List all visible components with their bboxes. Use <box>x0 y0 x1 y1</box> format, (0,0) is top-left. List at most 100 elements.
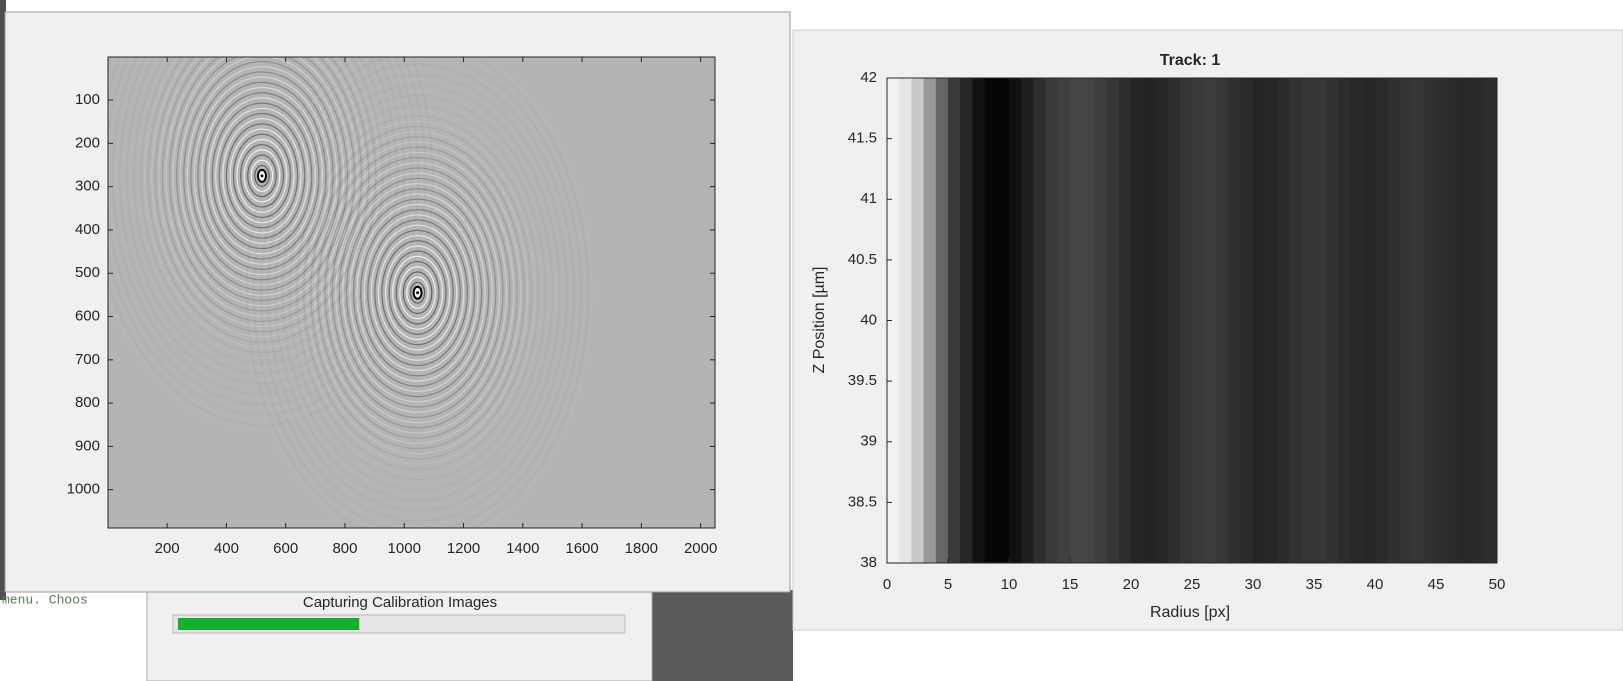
y-tick-label: 39 <box>860 433 877 450</box>
plot-title: Track: 1 <box>1160 52 1221 69</box>
ring <box>158 57 366 328</box>
ring <box>176 57 348 302</box>
ring <box>324 157 511 429</box>
ring <box>250 159 274 193</box>
x-tick-label: 1400 <box>506 540 539 557</box>
ring <box>285 99 550 486</box>
ring <box>338 177 497 408</box>
profile-column <box>1362 78 1376 563</box>
profile-column <box>984 78 998 563</box>
profile-column <box>1472 78 1486 563</box>
ring <box>242 57 593 528</box>
profile-column <box>1265 78 1278 563</box>
ring <box>133 57 391 364</box>
ring <box>126 57 398 374</box>
ring <box>260 63 575 522</box>
ring <box>288 105 547 481</box>
profile-column <box>1094 78 1108 563</box>
profile-column <box>1277 78 1291 563</box>
ring <box>200 86 324 265</box>
y-tick-label: 39.5 <box>848 372 877 389</box>
profile-column <box>1204 78 1217 563</box>
ring <box>108 57 416 400</box>
x-tick-label: 10 <box>1001 576 1018 593</box>
ring <box>108 57 420 405</box>
x-tick-label: 15 <box>1062 576 1079 593</box>
profile-column <box>1314 78 1327 563</box>
ring <box>183 60 341 291</box>
profile-column <box>1057 78 1071 563</box>
profile-column <box>1179 78 1193 563</box>
console-text: menu. Choos <box>2 592 88 607</box>
x-tick-label: 35 <box>1306 576 1323 593</box>
ring <box>161 57 363 322</box>
ring <box>122 57 402 379</box>
ring <box>211 102 313 250</box>
y-tick-label: 400 <box>75 221 100 238</box>
ring <box>363 214 472 372</box>
ring <box>281 94 554 491</box>
ring <box>402 271 433 315</box>
profile-column <box>923 78 937 563</box>
x-tick-label: 400 <box>214 540 239 557</box>
ring <box>345 188 490 398</box>
profile-column <box>1301 78 1315 563</box>
ring <box>392 255 444 330</box>
x-tick-label: 1800 <box>625 540 658 557</box>
ring <box>349 193 486 393</box>
ring <box>108 57 427 416</box>
ring <box>254 164 270 187</box>
profile-column <box>1155 78 1169 563</box>
ring <box>335 172 500 413</box>
ring <box>208 97 316 255</box>
ring <box>406 276 429 309</box>
x-tick-label: 200 <box>155 540 180 557</box>
x-tick-label: 50 <box>1489 576 1506 593</box>
ring <box>186 66 338 286</box>
ring <box>247 154 277 198</box>
y-tick-label: 40 <box>860 311 877 328</box>
ring <box>144 57 380 348</box>
ring <box>108 57 423 411</box>
window-edge <box>0 0 6 600</box>
x-tick-label: 1000 <box>388 540 421 557</box>
ring <box>243 149 281 203</box>
ring <box>172 57 352 307</box>
x-tick-label: 5 <box>944 576 952 593</box>
ring <box>193 76 331 276</box>
progress-title: Capturing Calibration Images <box>303 594 497 611</box>
ring <box>377 234 458 351</box>
x-tick-label: 2000 <box>684 540 717 557</box>
ring <box>204 92 320 260</box>
y-tick-label: 900 <box>75 437 100 454</box>
ring <box>218 112 306 239</box>
ring <box>306 131 529 455</box>
ring <box>395 260 440 325</box>
y-axis-label: Z Position [µm] <box>811 266 828 373</box>
profile-column <box>1350 78 1364 563</box>
profile-column <box>1375 78 1388 563</box>
y-tick-label: 38.5 <box>848 493 877 510</box>
y-tick-label: 300 <box>75 178 100 195</box>
progress-dialog <box>146 587 653 681</box>
background-image <box>652 590 793 681</box>
ring <box>328 162 508 424</box>
ring <box>320 151 515 434</box>
profile-column <box>1070 78 1083 563</box>
profile-column <box>972 78 986 563</box>
x-tick-label: 30 <box>1245 576 1262 593</box>
profile-column <box>1411 78 1425 563</box>
x-tick-label: 0 <box>883 576 891 593</box>
ring <box>147 57 377 343</box>
ring <box>370 224 465 361</box>
ring <box>374 229 461 356</box>
ring <box>271 79 564 507</box>
profile-column <box>1082 78 1095 563</box>
ring <box>360 208 476 377</box>
ring <box>225 123 299 229</box>
ring <box>356 203 479 382</box>
profile-column <box>911 78 925 563</box>
ring <box>399 266 436 320</box>
y-tick-label: 800 <box>75 394 100 411</box>
